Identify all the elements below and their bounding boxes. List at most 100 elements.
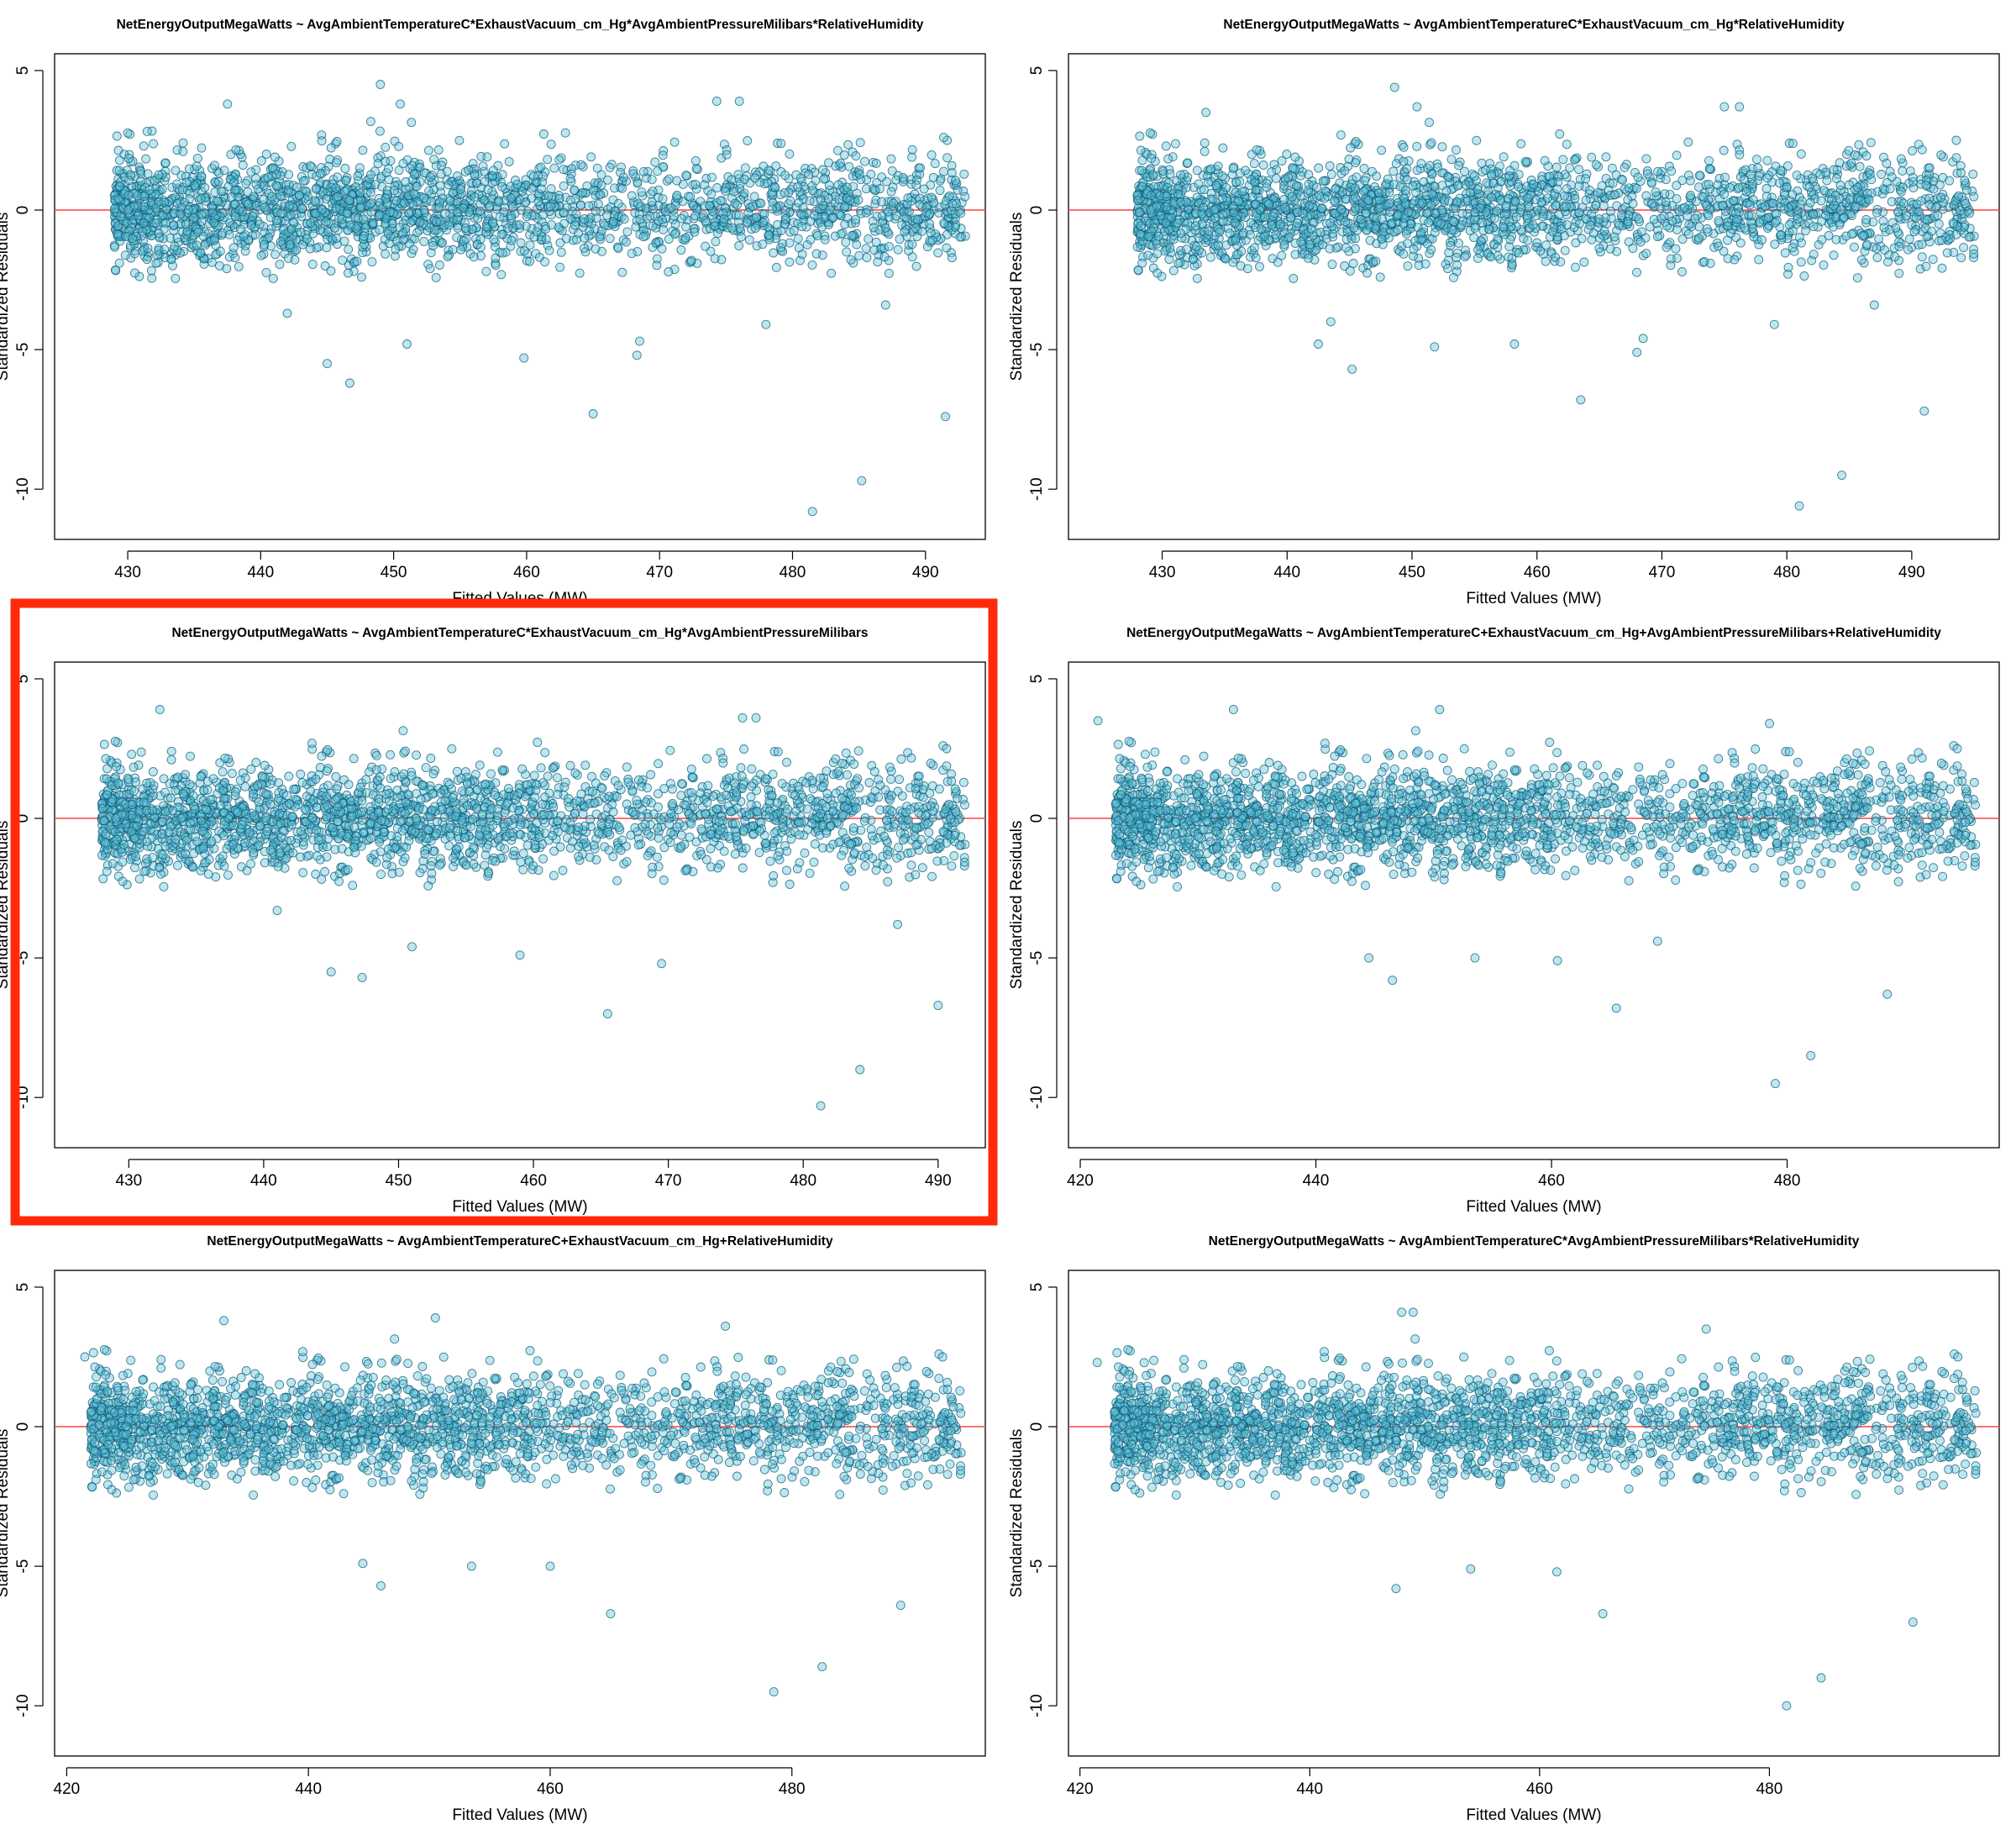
residual-point	[1801, 226, 1810, 236]
residual-point	[320, 261, 330, 271]
residual-point	[884, 268, 894, 278]
residual-point	[129, 202, 139, 212]
residual-point	[816, 195, 826, 205]
residual-point	[933, 248, 943, 258]
residual-point	[811, 176, 821, 186]
residual-point	[209, 235, 219, 245]
residual-point	[797, 222, 807, 232]
y-tick-label: -10	[1028, 477, 1046, 500]
residual-point	[1457, 208, 1467, 218]
residual-point	[333, 172, 343, 182]
residual-point	[1267, 167, 1277, 177]
residual-point	[833, 180, 843, 190]
residual-point	[862, 253, 872, 262]
residual-point	[686, 255, 696, 266]
residual-point	[596, 190, 606, 200]
x-tick-label: 480	[1773, 564, 1800, 581]
outlier-point	[761, 319, 771, 329]
residual-point	[522, 212, 532, 222]
residual-point	[764, 234, 774, 244]
outlier-point	[734, 97, 744, 106]
residual-point	[1855, 161, 1865, 171]
residual-point	[1885, 184, 1895, 194]
residual-point	[1383, 174, 1393, 184]
residual-point	[791, 170, 801, 180]
residual-point	[1236, 260, 1246, 271]
residual-point	[1594, 243, 1604, 253]
residual-point	[1934, 219, 1944, 229]
residual-point	[481, 266, 491, 276]
residual-point	[690, 227, 700, 237]
residual-point	[854, 169, 864, 179]
residual-point	[390, 251, 400, 261]
residual-point	[500, 139, 510, 149]
residual-point	[123, 153, 134, 163]
y-tick-label: -5	[14, 343, 32, 357]
residual-point	[428, 238, 438, 247]
residual-point	[256, 250, 266, 260]
residual-point	[120, 250, 130, 260]
residual-point	[180, 197, 189, 208]
residual-point	[707, 206, 717, 216]
residual-point	[1719, 189, 1730, 199]
residual-point	[819, 174, 829, 184]
residual-point	[1865, 169, 1875, 179]
residual-point	[812, 231, 822, 240]
residual-point	[322, 180, 332, 190]
residual-point	[110, 242, 119, 252]
residual-point	[1325, 161, 1335, 171]
residual-point	[1893, 207, 1903, 217]
x-tick-label: 460	[1524, 564, 1551, 581]
residual-point	[899, 199, 909, 209]
residual-point	[1683, 137, 1693, 147]
residual-point	[1210, 213, 1220, 223]
residual-point	[1702, 201, 1711, 211]
residual-point	[877, 218, 887, 228]
residual-point	[1182, 244, 1191, 255]
outlier-point	[1347, 364, 1357, 374]
residual-point	[426, 248, 436, 258]
residual-point	[507, 235, 517, 245]
residual-point	[1714, 241, 1724, 251]
residual-point	[456, 244, 466, 255]
residual-point	[1452, 260, 1462, 270]
residual-point	[903, 193, 913, 203]
residual-point	[1199, 202, 1209, 213]
residual-point	[533, 197, 543, 207]
residual-point	[231, 145, 241, 155]
residual-point	[191, 223, 201, 233]
residual-point	[182, 226, 192, 236]
residual-point	[1945, 230, 1955, 239]
residual-point	[114, 194, 123, 204]
outlier-point	[223, 99, 233, 109]
residual-point	[1409, 244, 1419, 255]
residual-point	[151, 258, 161, 268]
residual-point	[554, 191, 564, 200]
residual-point	[1672, 181, 1682, 191]
residual-point	[935, 176, 945, 186]
residual-point	[1510, 197, 1520, 207]
outlier-point	[1769, 319, 1779, 329]
residual-point	[495, 212, 505, 222]
residual-point	[333, 192, 343, 202]
residual-point	[1345, 266, 1355, 276]
residual-point	[1223, 223, 1233, 233]
residual-point	[1754, 171, 1764, 181]
residual-point	[1453, 181, 1462, 191]
residual-point	[771, 262, 781, 272]
residual-point	[485, 201, 495, 211]
residual-point	[286, 239, 295, 250]
residual-point	[1148, 170, 1158, 180]
residual-point	[1783, 269, 1793, 279]
residual-point	[292, 182, 302, 192]
residual-point	[511, 176, 520, 185]
residual-point	[1660, 189, 1670, 199]
residual-point	[434, 260, 444, 270]
residual-point	[134, 211, 144, 221]
residual-point	[178, 146, 188, 156]
residual-point	[387, 218, 397, 229]
residual-point	[128, 234, 138, 244]
residual-point	[251, 173, 260, 183]
residual-point	[664, 267, 674, 276]
residual-point	[409, 169, 419, 179]
